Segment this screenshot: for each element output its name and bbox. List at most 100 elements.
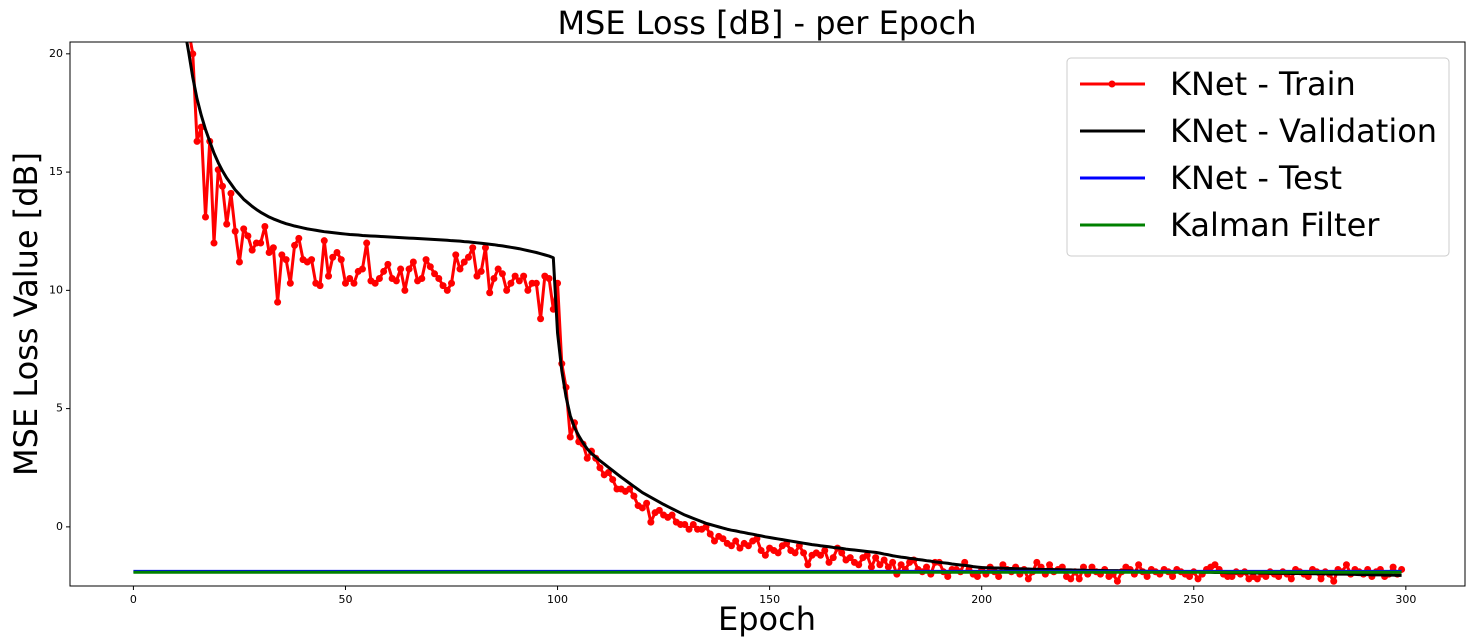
data-point bbox=[431, 270, 439, 278]
data-point bbox=[1275, 573, 1283, 581]
data-point bbox=[944, 573, 952, 581]
data-point bbox=[1088, 563, 1096, 571]
data-point bbox=[325, 272, 333, 280]
data-point bbox=[452, 251, 460, 259]
data-point bbox=[227, 189, 235, 197]
data-point bbox=[320, 237, 328, 245]
data-point bbox=[923, 563, 931, 571]
data-point bbox=[473, 272, 481, 280]
data-point bbox=[295, 234, 303, 242]
data-point bbox=[341, 279, 349, 287]
data-point bbox=[435, 275, 443, 283]
data-point bbox=[350, 279, 358, 287]
data-point bbox=[1046, 561, 1054, 569]
data-point bbox=[507, 279, 515, 287]
y-axis-label: MSE Loss Value [dB] bbox=[7, 152, 45, 476]
data-point bbox=[244, 232, 252, 240]
data-point bbox=[537, 315, 545, 323]
legend-label: Kalman Filter bbox=[1170, 206, 1380, 244]
data-point bbox=[240, 225, 248, 233]
x-axis-label: Epoch bbox=[718, 600, 816, 638]
data-point bbox=[545, 275, 553, 283]
y-tick-label: 0 bbox=[56, 520, 63, 533]
data-point bbox=[872, 554, 880, 562]
x-tick-label: 100 bbox=[547, 593, 568, 606]
data-point bbox=[439, 282, 447, 290]
x-tick-label: 300 bbox=[1395, 593, 1416, 606]
data-point bbox=[329, 253, 337, 261]
data-point bbox=[392, 277, 400, 285]
data-point bbox=[736, 544, 744, 552]
data-point bbox=[397, 265, 405, 273]
data-point bbox=[1211, 561, 1219, 569]
data-point bbox=[999, 561, 1007, 569]
data-point bbox=[626, 485, 634, 493]
data-point bbox=[1135, 561, 1143, 569]
data-point bbox=[774, 549, 782, 557]
data-point bbox=[316, 282, 324, 290]
data-point bbox=[804, 561, 812, 569]
data-point bbox=[604, 468, 612, 476]
data-point bbox=[995, 573, 1003, 581]
data-point bbox=[1067, 575, 1075, 583]
legend: KNet - Train KNet - Validation KNet - Test… bbox=[1066, 57, 1450, 257]
data-point bbox=[647, 518, 655, 526]
data-point bbox=[838, 549, 846, 557]
x-tick-label: 200 bbox=[971, 593, 992, 606]
data-point bbox=[1287, 575, 1295, 583]
data-point bbox=[643, 499, 651, 507]
plot-area bbox=[133, 42, 1406, 585]
axes-frame bbox=[69, 41, 1466, 587]
data-point bbox=[524, 286, 532, 294]
data-point bbox=[880, 556, 888, 564]
data-point bbox=[855, 561, 863, 569]
data-point bbox=[817, 551, 825, 559]
data-point bbox=[235, 258, 243, 266]
data-point bbox=[566, 433, 574, 441]
data-point bbox=[265, 249, 273, 257]
data-point bbox=[337, 256, 345, 264]
data-point bbox=[358, 265, 366, 273]
data-point bbox=[609, 476, 617, 484]
data-point bbox=[460, 258, 468, 266]
data-point bbox=[261, 222, 269, 230]
data-point bbox=[876, 561, 884, 569]
ticks: 0 50 100 150 200 250 300 0 5 10 15 20 bbox=[49, 47, 1416, 606]
data-point bbox=[193, 137, 201, 145]
data-point bbox=[1169, 573, 1177, 581]
data-point bbox=[1317, 575, 1325, 583]
data-point bbox=[638, 504, 646, 512]
data-point bbox=[481, 244, 489, 252]
data-point bbox=[630, 492, 638, 500]
data-point bbox=[821, 547, 829, 555]
legend-box bbox=[1066, 57, 1450, 257]
data-point bbox=[1342, 561, 1350, 569]
data-point bbox=[486, 289, 494, 297]
data-point bbox=[218, 182, 226, 190]
data-point bbox=[520, 272, 528, 280]
data-point bbox=[291, 241, 299, 249]
data-point bbox=[380, 267, 388, 275]
data-point bbox=[333, 249, 341, 257]
data-point bbox=[1186, 573, 1194, 581]
data-point bbox=[210, 239, 218, 247]
data-point bbox=[867, 563, 875, 571]
data-point bbox=[973, 573, 981, 581]
data-point bbox=[829, 554, 837, 562]
data-point bbox=[477, 267, 485, 275]
data-point bbox=[1228, 573, 1236, 581]
data-point bbox=[863, 551, 871, 559]
data-point bbox=[494, 265, 502, 273]
data-point bbox=[384, 260, 392, 268]
y-tick-label: 15 bbox=[49, 165, 63, 178]
data-point bbox=[223, 220, 231, 228]
data-point bbox=[732, 537, 740, 545]
data-point bbox=[710, 537, 718, 545]
data-point bbox=[346, 275, 354, 283]
data-point bbox=[257, 239, 265, 247]
data-point bbox=[719, 535, 727, 543]
data-point bbox=[757, 547, 765, 555]
data-point bbox=[1330, 577, 1338, 585]
data-point bbox=[744, 542, 752, 550]
